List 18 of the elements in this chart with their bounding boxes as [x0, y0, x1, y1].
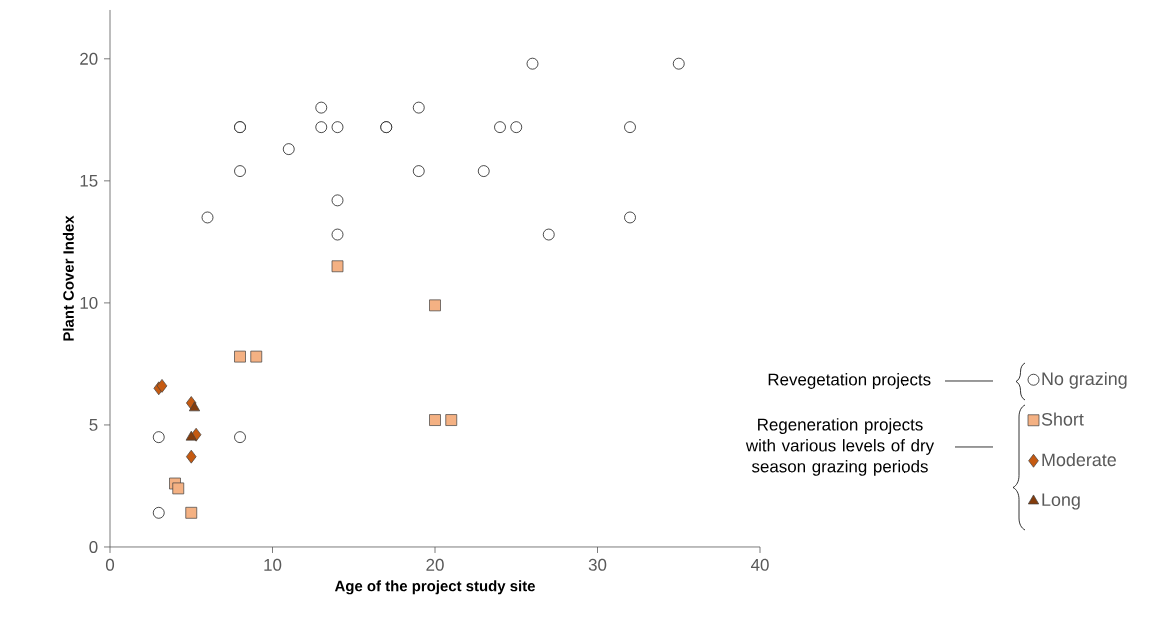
- x-axis-title: Age of the project study site: [334, 580, 535, 595]
- legend-label: No grazing: [1042, 371, 1127, 389]
- y-tick-label: 20: [80, 52, 98, 65]
- annotation: Regeneration projects with various levels of dry season grazing periods: [745, 418, 935, 476]
- legend-label: Short: [1041, 412, 1084, 426]
- y-axis-title: Plant Cover Index: [62, 215, 74, 341]
- x-tick-label: 40: [750, 558, 769, 571]
- x-tick-label: 10: [264, 558, 282, 571]
- text: Revegetation projects: [768, 373, 931, 389]
- x-tick-label: 30: [588, 558, 607, 571]
- x-tick-label: 0: [105, 558, 115, 571]
- y-tick-label: 0: [89, 540, 98, 553]
- legend-label: Moderate: [1042, 453, 1116, 467]
- y-tick-label: 10: [80, 296, 98, 309]
- y-tick-label: 15: [80, 174, 98, 187]
- legend-label: Long: [1042, 493, 1080, 510]
- x-tick-label: 20: [426, 558, 444, 571]
- y-tick-label: 5: [89, 419, 98, 431]
